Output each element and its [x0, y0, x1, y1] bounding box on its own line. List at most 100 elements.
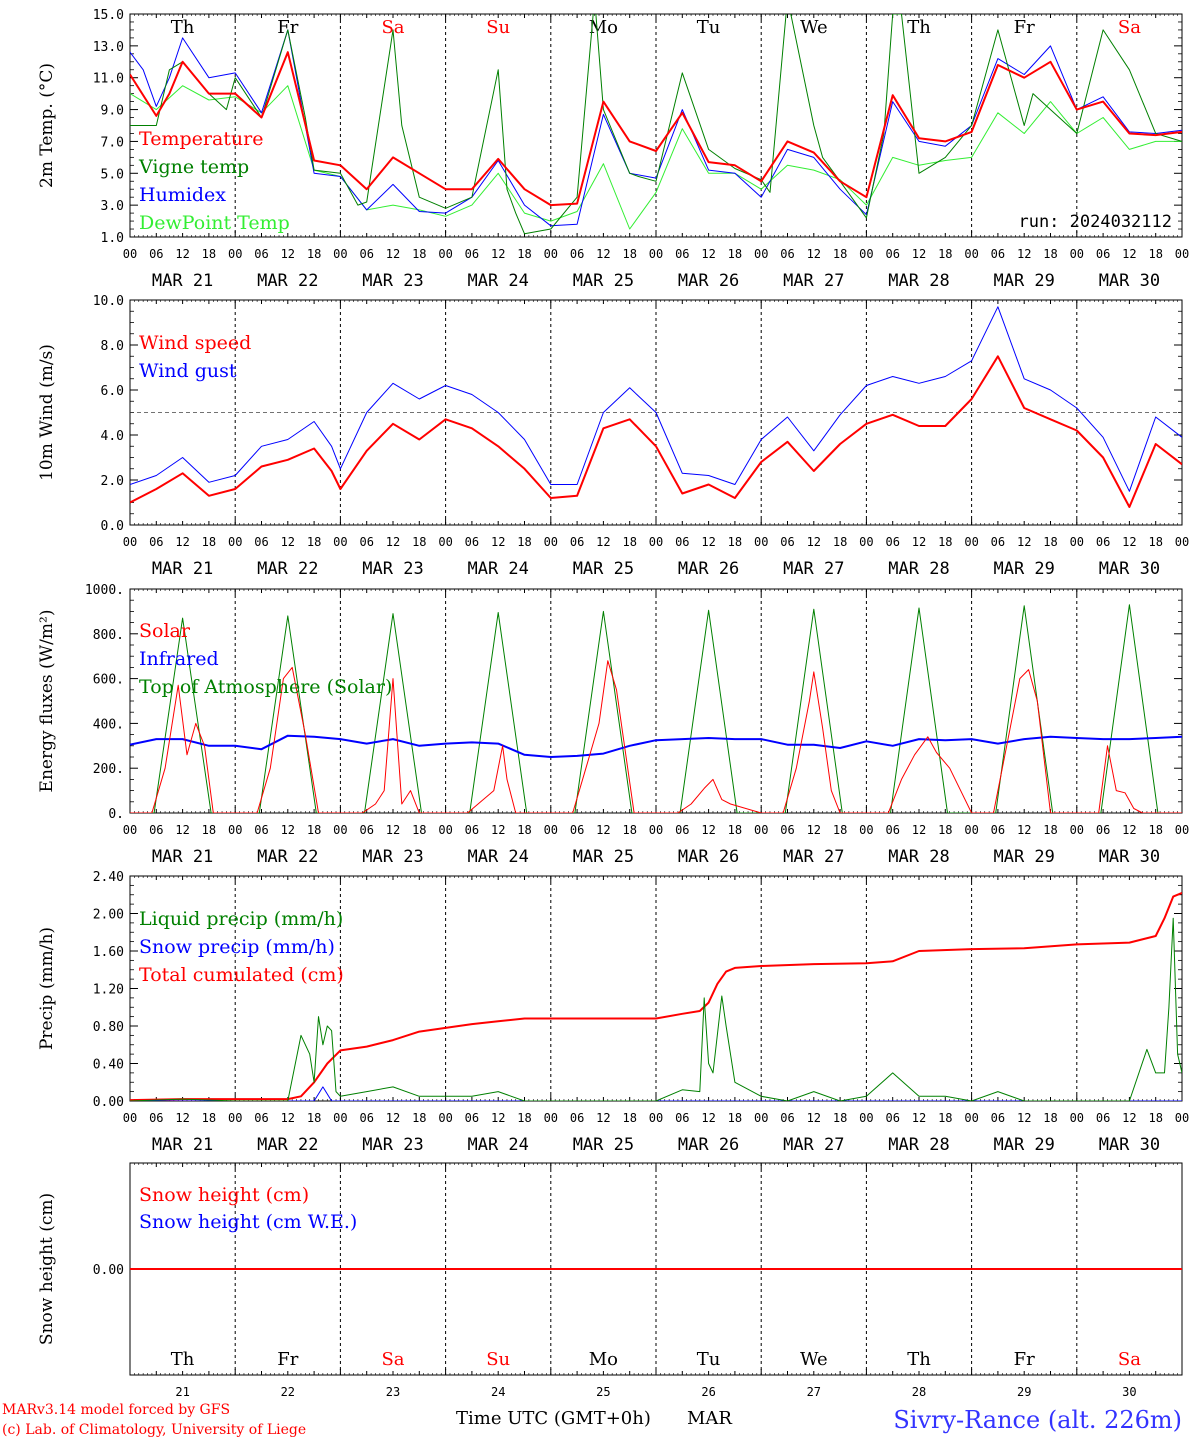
- hour-tick-label: 00: [754, 1111, 768, 1125]
- hour-tick-label: 00: [964, 247, 978, 261]
- date-label: MAR 29: [993, 271, 1054, 291]
- y-tick-label: 200.: [93, 762, 124, 777]
- date-label: MAR 29: [993, 1135, 1054, 1155]
- hour-tick-label: 06: [991, 823, 1005, 837]
- hour-tick-label: 12: [701, 1111, 715, 1125]
- y-tick-label: 0.80: [93, 1020, 124, 1035]
- hour-tick-label: 12: [1017, 1111, 1031, 1125]
- date-label: MAR 26: [678, 847, 739, 867]
- hour-tick-label: 18: [412, 535, 426, 549]
- hour-tick-label: 12: [912, 535, 926, 549]
- day-number-label: 25: [596, 1385, 610, 1399]
- station-label: Sivry-Rance (alt. 226m): [893, 1406, 1182, 1434]
- day-number-label: 23: [386, 1385, 400, 1399]
- hour-tick-label: 18: [622, 247, 636, 261]
- y-axis-label: 10m Wind (m/s): [37, 344, 57, 481]
- hour-tick-label: 12: [386, 247, 400, 261]
- day-of-week-label: We: [800, 17, 828, 38]
- hour-tick-label: 18: [307, 247, 321, 261]
- date-label: MAR 22: [257, 559, 318, 579]
- hour-tick-label: 00: [1070, 823, 1084, 837]
- hour-tick-label: 12: [281, 535, 295, 549]
- hour-tick-label: 18: [622, 823, 636, 837]
- day-number-label: 30: [1122, 1385, 1136, 1399]
- panel-1: 1.0 3.0 5.0 7.0 9.0 11.0 13.0 15.0 2m Temp. (°C)…: [37, 8, 1189, 291]
- date-label: MAR 30: [1099, 847, 1160, 867]
- hour-tick-label: 18: [1043, 1111, 1057, 1125]
- hour-tick-label: 00: [438, 535, 452, 549]
- panel-3: 0. 200. 400. 600. 800. 1000. Energy fluxes (W/…: [37, 583, 1189, 867]
- series-line-liquid-precip-mm-h: [130, 917, 1182, 1101]
- hour-tick-label: 12: [1017, 535, 1031, 549]
- panel-4: 0.00 0.40 0.80 1.20 1.60 2.00 2.40 Precip (mm/h…: [37, 870, 1189, 1155]
- day-of-week-label: Tu: [697, 17, 721, 38]
- hour-tick-label: 06: [1096, 823, 1110, 837]
- hour-tick-label: 12: [701, 247, 715, 261]
- hour-tick-label: 00: [964, 823, 978, 837]
- date-label: MAR 29: [993, 559, 1054, 579]
- day-of-week-label: We: [800, 1349, 828, 1370]
- hour-tick-label: 18: [1043, 535, 1057, 549]
- date-label: MAR 22: [257, 1135, 318, 1155]
- hour-tick-label: 00: [333, 823, 347, 837]
- hour-tick-label: 18: [938, 535, 952, 549]
- hour-tick-label: 18: [412, 247, 426, 261]
- hour-tick-label: 00: [123, 535, 137, 549]
- hour-tick-label: 06: [570, 535, 584, 549]
- hour-tick-label: 06: [254, 247, 268, 261]
- series-line-top-of-atmosphere-solar: [130, 604, 1182, 813]
- hour-tick-label: 18: [517, 823, 531, 837]
- y-tick-label: 0.40: [93, 1058, 124, 1073]
- hour-tick-label: 00: [964, 535, 978, 549]
- hour-tick-label: 18: [938, 1111, 952, 1125]
- hour-tick-label: 18: [833, 535, 847, 549]
- y-tick-label: 1000.: [85, 583, 124, 598]
- series-line-solar: [130, 660, 1182, 813]
- date-label: MAR 27: [783, 559, 844, 579]
- panel-2: 0.0 2.0 4.0 6.0 8.0 10.0 10m Wind (m/s) 00 06 12 1…: [37, 294, 1189, 579]
- hour-tick-label: 06: [359, 823, 373, 837]
- hour-tick-label: 18: [517, 535, 531, 549]
- day-of-week-label: Fr: [277, 17, 298, 38]
- hour-tick-label: 12: [281, 247, 295, 261]
- hour-tick-label: 00: [1070, 535, 1084, 549]
- date-label: MAR 21: [152, 847, 213, 867]
- hour-tick-label: 06: [149, 823, 163, 837]
- hour-tick-label: 12: [281, 1111, 295, 1125]
- hour-tick-label: 18: [202, 1111, 216, 1125]
- series-line-snow-precip-mm-h: [130, 1086, 1182, 1101]
- hour-tick-label: 18: [833, 823, 847, 837]
- hour-tick-label: 06: [149, 247, 163, 261]
- hour-tick-label: 00: [754, 823, 768, 837]
- hour-tick-label: 12: [596, 1111, 610, 1125]
- date-label: MAR 28: [888, 847, 949, 867]
- legend-entry: Infrared: [139, 648, 219, 670]
- hour-tick-label: 12: [175, 247, 189, 261]
- hour-tick-label: 00: [649, 1111, 663, 1125]
- hour-tick-label: 06: [1096, 247, 1110, 261]
- hour-tick-label: 12: [701, 823, 715, 837]
- hour-tick-label: 12: [807, 823, 821, 837]
- hour-tick-label: 06: [465, 247, 479, 261]
- day-of-week-label: Su: [486, 17, 510, 38]
- hour-tick-label: 06: [570, 1111, 584, 1125]
- hour-tick-label: 00: [544, 535, 558, 549]
- hour-tick-label: 06: [675, 535, 689, 549]
- legend-entry: Snow height (cm W.E.): [139, 1211, 357, 1233]
- date-label: MAR 24: [467, 1135, 528, 1155]
- hour-tick-label: 00: [228, 535, 242, 549]
- y-tick-label: 13.0: [93, 40, 124, 55]
- y-tick-label: 2.0: [101, 474, 124, 489]
- hour-tick-label: 06: [570, 823, 584, 837]
- day-of-week-label: Su: [486, 1349, 510, 1370]
- date-label: MAR 23: [362, 559, 423, 579]
- hour-tick-label: 18: [728, 823, 742, 837]
- date-label: MAR 24: [467, 271, 528, 291]
- hour-tick-label: 06: [885, 535, 899, 549]
- hour-tick-label: 00: [544, 1111, 558, 1125]
- hour-tick-label: 18: [1148, 535, 1162, 549]
- hour-tick-label: 12: [807, 247, 821, 261]
- hour-tick-label: 00: [333, 247, 347, 261]
- hour-tick-label: 12: [175, 1111, 189, 1125]
